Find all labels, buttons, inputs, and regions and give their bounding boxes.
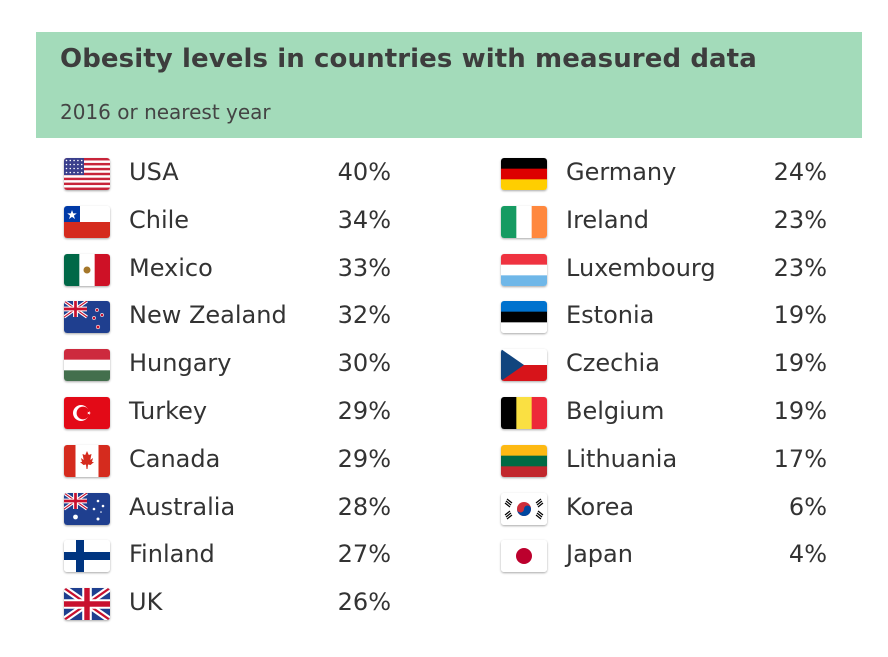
table-row: Czechia 19% — [501, 343, 827, 391]
estonia-flag-icon — [501, 301, 547, 334]
table-row: USA 40% — [64, 152, 391, 200]
mexico-flag-icon — [64, 253, 110, 286]
obesity-value: 30% — [337, 349, 391, 378]
table-row: Luxembourg 23% — [501, 248, 827, 296]
chart-title: Obesity levels in countries with measure… — [60, 44, 757, 74]
obesity-value: 24% — [773, 158, 827, 186]
country-name: Lithuania — [566, 444, 678, 473]
country-name: Australia — [129, 492, 236, 521]
obesity-value: 29% — [337, 444, 391, 473]
country-name: Turkey — [129, 397, 208, 425]
table-row: Lithuania 17% — [501, 439, 827, 487]
obesity-value: 40% — [337, 158, 391, 186]
belgium-flag-icon — [501, 397, 547, 429]
finland-flag-icon — [64, 540, 110, 573]
obesity-value: 23% — [773, 205, 827, 234]
obesity-value: 34% — [337, 205, 391, 234]
table-row: Chile 34% — [64, 200, 391, 248]
table-row: Germany 24% — [501, 152, 827, 200]
country-name: Canada — [129, 444, 221, 473]
us-flag-icon — [64, 158, 110, 190]
chart-subtitle: 2016 or nearest year — [60, 100, 271, 124]
country-name: Czechia — [566, 349, 660, 378]
table-row: Canada 29% — [64, 439, 391, 487]
country-name: USA — [129, 158, 179, 186]
uk-flag-icon — [64, 588, 110, 621]
chart-header: Obesity levels in countries with measure… — [36, 32, 862, 138]
country-name: Ireland — [566, 205, 650, 234]
australia-flag-icon — [64, 492, 110, 525]
luxembourg-flag-icon — [501, 253, 547, 286]
obesity-value: 4% — [788, 540, 827, 569]
germany-flag-icon — [501, 158, 547, 190]
obesity-value: 33% — [337, 253, 391, 282]
obesity-value: 23% — [773, 253, 827, 282]
obesity-value: 19% — [773, 397, 827, 425]
table-row: Finland 27% — [64, 534, 391, 582]
country-name: Luxembourg — [566, 253, 716, 282]
table-row: Japan 4% — [501, 534, 827, 582]
ireland-flag-icon — [501, 205, 547, 238]
country-name: Belgium — [566, 397, 665, 425]
obesity-value: 19% — [773, 301, 827, 330]
korea-flag-icon — [501, 492, 547, 525]
turkey-flag-icon — [64, 397, 110, 429]
country-name: Chile — [129, 205, 190, 234]
lithuania-flag-icon — [501, 444, 547, 477]
obesity-value: 17% — [773, 444, 827, 473]
table-row: Korea 6% — [501, 487, 827, 535]
new-zealand-flag-icon — [64, 301, 110, 334]
country-name: Germany — [566, 158, 677, 186]
country-name: Hungary — [129, 349, 232, 378]
obesity-value: 32% — [337, 301, 391, 330]
hungary-flag-icon — [64, 349, 110, 382]
obesity-value: 26% — [337, 588, 391, 617]
obesity-value: 28% — [337, 492, 391, 521]
table-row: Turkey 29% — [64, 391, 391, 439]
country-name: Finland — [129, 540, 215, 569]
country-name: Estonia — [566, 301, 655, 330]
table-row: Mexico 33% — [64, 248, 391, 296]
table-row: Ireland 23% — [501, 200, 827, 248]
table-row: Estonia 19% — [501, 295, 827, 343]
chile-flag-icon — [64, 205, 110, 238]
japan-flag-icon — [501, 540, 547, 573]
country-name: New Zealand — [129, 301, 287, 330]
country-name: Mexico — [129, 253, 213, 282]
country-name: Japan — [566, 540, 633, 569]
canada-flag-icon — [64, 444, 110, 477]
table-row: New Zealand 32% — [64, 295, 391, 343]
table-row: Hungary 30% — [64, 343, 391, 391]
country-name: Korea — [566, 492, 635, 521]
obesity-value: 19% — [773, 349, 827, 378]
obesity-value: 27% — [337, 540, 391, 569]
obesity-value: 29% — [337, 397, 391, 425]
table-row: UK 26% — [64, 582, 391, 630]
table-row: Belgium 19% — [501, 391, 827, 439]
czechia-flag-icon — [501, 349, 547, 382]
country-name: UK — [129, 588, 163, 617]
table-row: Australia 28% — [64, 487, 391, 535]
obesity-value: 6% — [788, 492, 827, 521]
